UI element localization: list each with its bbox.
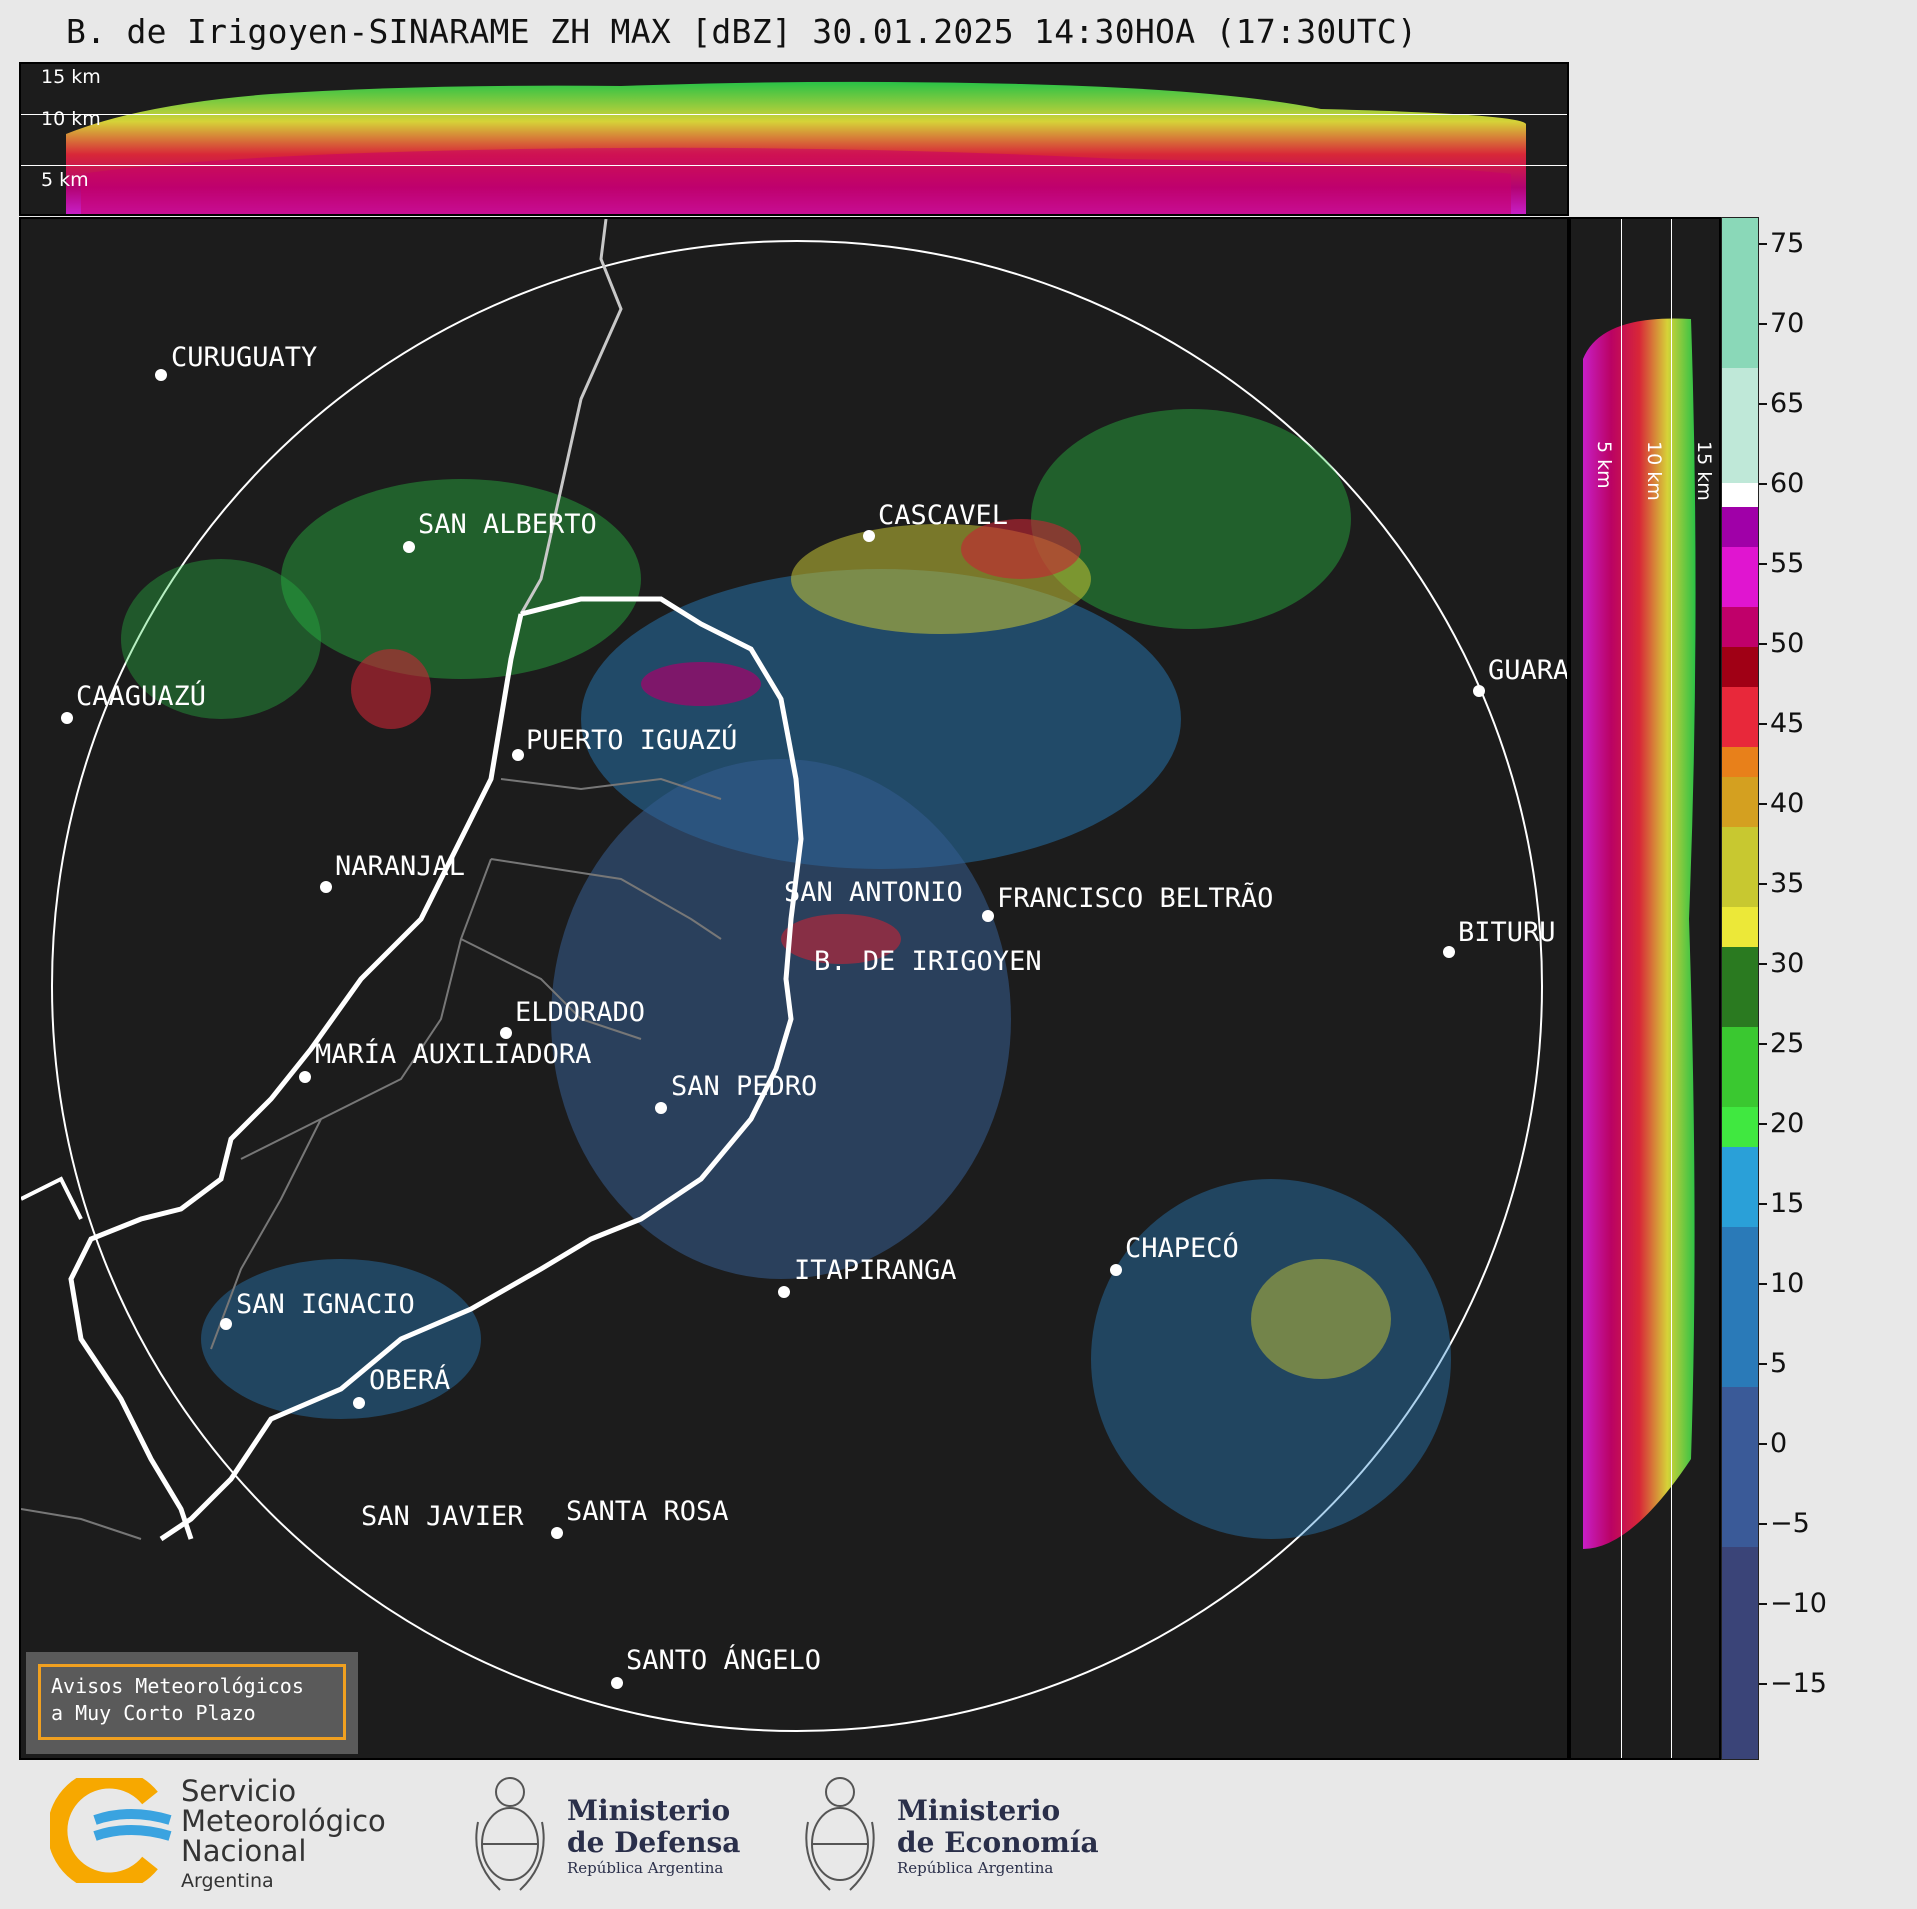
side-cross-section-panel: 5 km 10 km 15 km	[1569, 217, 1721, 1760]
city-label-guara: GUARA	[1488, 655, 1569, 686]
coat-of-arms-icon	[805, 1777, 875, 1891]
city-label-santa-rosa: SANTA ROSA	[566, 1496, 729, 1527]
economia-line2: de Economía	[897, 1826, 1099, 1859]
defensa-line1: Ministerio	[567, 1794, 731, 1827]
city-label-puerto-iguazu: PUERTO IGUAZÚ	[526, 725, 738, 756]
ministerio-economia: Ministerio de Economía República Argenti…	[897, 1794, 1099, 1878]
city-label-eldorado: ELDORADO	[515, 997, 646, 1028]
city-dot-san-ignacio	[220, 1318, 232, 1330]
city-dot-san-alberto	[403, 541, 415, 553]
city-dot-naranjal	[320, 881, 332, 893]
colorbar-tick-label: 40	[1770, 788, 1805, 819]
side-height-label-15km: 15 km	[1693, 441, 1715, 501]
colorbar-tick-label: 25	[1770, 1028, 1805, 1059]
city-label-itapiranga: ITAPIRANGA	[794, 1255, 957, 1286]
city-label-san-antonio: SAN ANTONIO	[784, 877, 963, 908]
colorbar-tick-label: 20	[1770, 1108, 1805, 1139]
top-cross-section-panel: 15 km 10 km 5 km	[19, 62, 1569, 216]
city-dot-guara	[1473, 685, 1485, 697]
defensa-line2: de Defensa	[567, 1826, 741, 1859]
colorbar-tick-label: 15	[1770, 1188, 1805, 1219]
colorbar-tick-label: 35	[1770, 868, 1805, 899]
colorbar-tick-label: 55	[1770, 548, 1805, 579]
colorbar-tick-label: −15	[1770, 1668, 1827, 1699]
city-label-cascavel: CASCAVEL	[878, 500, 1009, 531]
colorbar-tick-label: 30	[1770, 948, 1805, 979]
city-dot-chapeco	[1110, 1264, 1122, 1276]
smn-country: Argentina	[181, 1870, 274, 1892]
colorbar-tick-label: 65	[1770, 388, 1805, 419]
radar-map: CURUGUATY SAN ALBERTO CASCAVEL CAAGUAZÚ …	[19, 217, 1569, 1760]
city-label-san-pedro: SAN PEDRO	[671, 1071, 818, 1102]
defensa-sub: República Argentina	[567, 1859, 724, 1877]
top-height-label-5km: 5 km	[41, 169, 89, 191]
city-label-naranjal: NARANJAL	[335, 851, 466, 882]
smn-line1: Servicio	[181, 1774, 297, 1808]
colorbar-tick-label: −5	[1770, 1508, 1810, 1539]
city-dot-eldorado	[500, 1027, 512, 1039]
map-title: B. de Irigoyen-SINARAME ZH MAX [dBZ] 30.…	[66, 12, 1418, 51]
city-dot-curuguaty	[155, 369, 167, 381]
side-height-label-10km: 10 km	[1643, 441, 1665, 501]
city-dot-san-pedro	[655, 1102, 667, 1114]
city-label-san-alberto: SAN ALBERTO	[418, 509, 597, 540]
city-label-san-javier: SAN JAVIER	[361, 1501, 524, 1532]
city-label-santo-angelo: SANTO ÁNGELO	[626, 1645, 822, 1676]
smn-line2: Meteorológico	[181, 1804, 386, 1838]
colorbar-tick-label: 0	[1770, 1428, 1788, 1459]
city-dot-francisco-beltrao	[982, 910, 994, 922]
radar-reflectivity-layer	[21, 219, 1543, 1732]
city-label-maria-auxiliadora: MARÍA AUXILIADORA	[315, 1039, 592, 1070]
top-height-label-15km: 15 km	[41, 66, 101, 88]
top-height-label-10km: 10 km	[41, 108, 101, 130]
smn-logo-icon	[50, 1778, 172, 1883]
colorbar-tick-label: −10	[1770, 1588, 1827, 1619]
side-height-label-5km: 5 km	[1593, 441, 1615, 489]
city-dot-cascavel	[863, 530, 875, 542]
aviso-line1: Avisos Meteorológicos	[51, 1674, 304, 1698]
colorbar-tick-label: 70	[1770, 308, 1805, 339]
economia-sub: República Argentina	[897, 1859, 1054, 1877]
smn-name: Servicio Meteorológico Nacional Argentin…	[181, 1776, 386, 1896]
colorbar-tick-label: 50	[1770, 628, 1805, 659]
radar-range-ring	[51, 240, 1543, 1732]
city-dot-santa-rosa	[551, 1527, 563, 1539]
aviso-line2: a Muy Corto Plazo	[51, 1701, 256, 1725]
city-label-curuguaty: CURUGUATY	[171, 342, 318, 373]
city-label-bituru: BITURU	[1458, 917, 1556, 948]
city-label-b-de-irigoyen: B. DE IRIGOYEN	[814, 946, 1042, 977]
city-dot-itapiranga	[778, 1286, 790, 1298]
city-label-francisco-beltrao: FRANCISCO BELTRÃO	[997, 883, 1274, 914]
city-dot-bituru	[1443, 946, 1455, 958]
coat-of-arms-icon	[475, 1777, 545, 1891]
dbz-colorbar	[1721, 217, 1759, 1760]
city-label-chapeco: CHAPECÓ	[1125, 1233, 1239, 1264]
city-label-caaguazu: CAAGUAZÚ	[76, 681, 207, 712]
city-dot-santo-angelo	[611, 1677, 623, 1689]
city-dot-maria-auxiliadora	[299, 1071, 311, 1083]
smn-line3: Nacional	[181, 1834, 307, 1868]
colorbar-tick-label: 10	[1770, 1268, 1805, 1299]
aviso-link[interactable]: Avisos Meteorológicos a Muy Corto Plazo	[38, 1664, 346, 1740]
city-label-obera: OBERÁ	[369, 1365, 451, 1396]
city-dot-caaguazu	[61, 712, 73, 724]
colorbar-tick-label: 75	[1770, 228, 1805, 259]
colorbar-tick-label: 60	[1770, 468, 1805, 499]
city-label-san-ignacio: SAN IGNACIO	[236, 1289, 415, 1320]
economia-line1: Ministerio	[897, 1794, 1061, 1827]
city-dot-puerto-iguazu	[512, 749, 524, 761]
colorbar-tick-label: 45	[1770, 708, 1805, 739]
aviso-panel[interactable]: Avisos Meteorológicos a Muy Corto Plazo	[26, 1652, 358, 1754]
colorbar-tick-label: 5	[1770, 1348, 1788, 1379]
city-dot-obera	[353, 1397, 365, 1409]
ministerio-defensa: Ministerio de Defensa República Argentin…	[567, 1794, 741, 1878]
